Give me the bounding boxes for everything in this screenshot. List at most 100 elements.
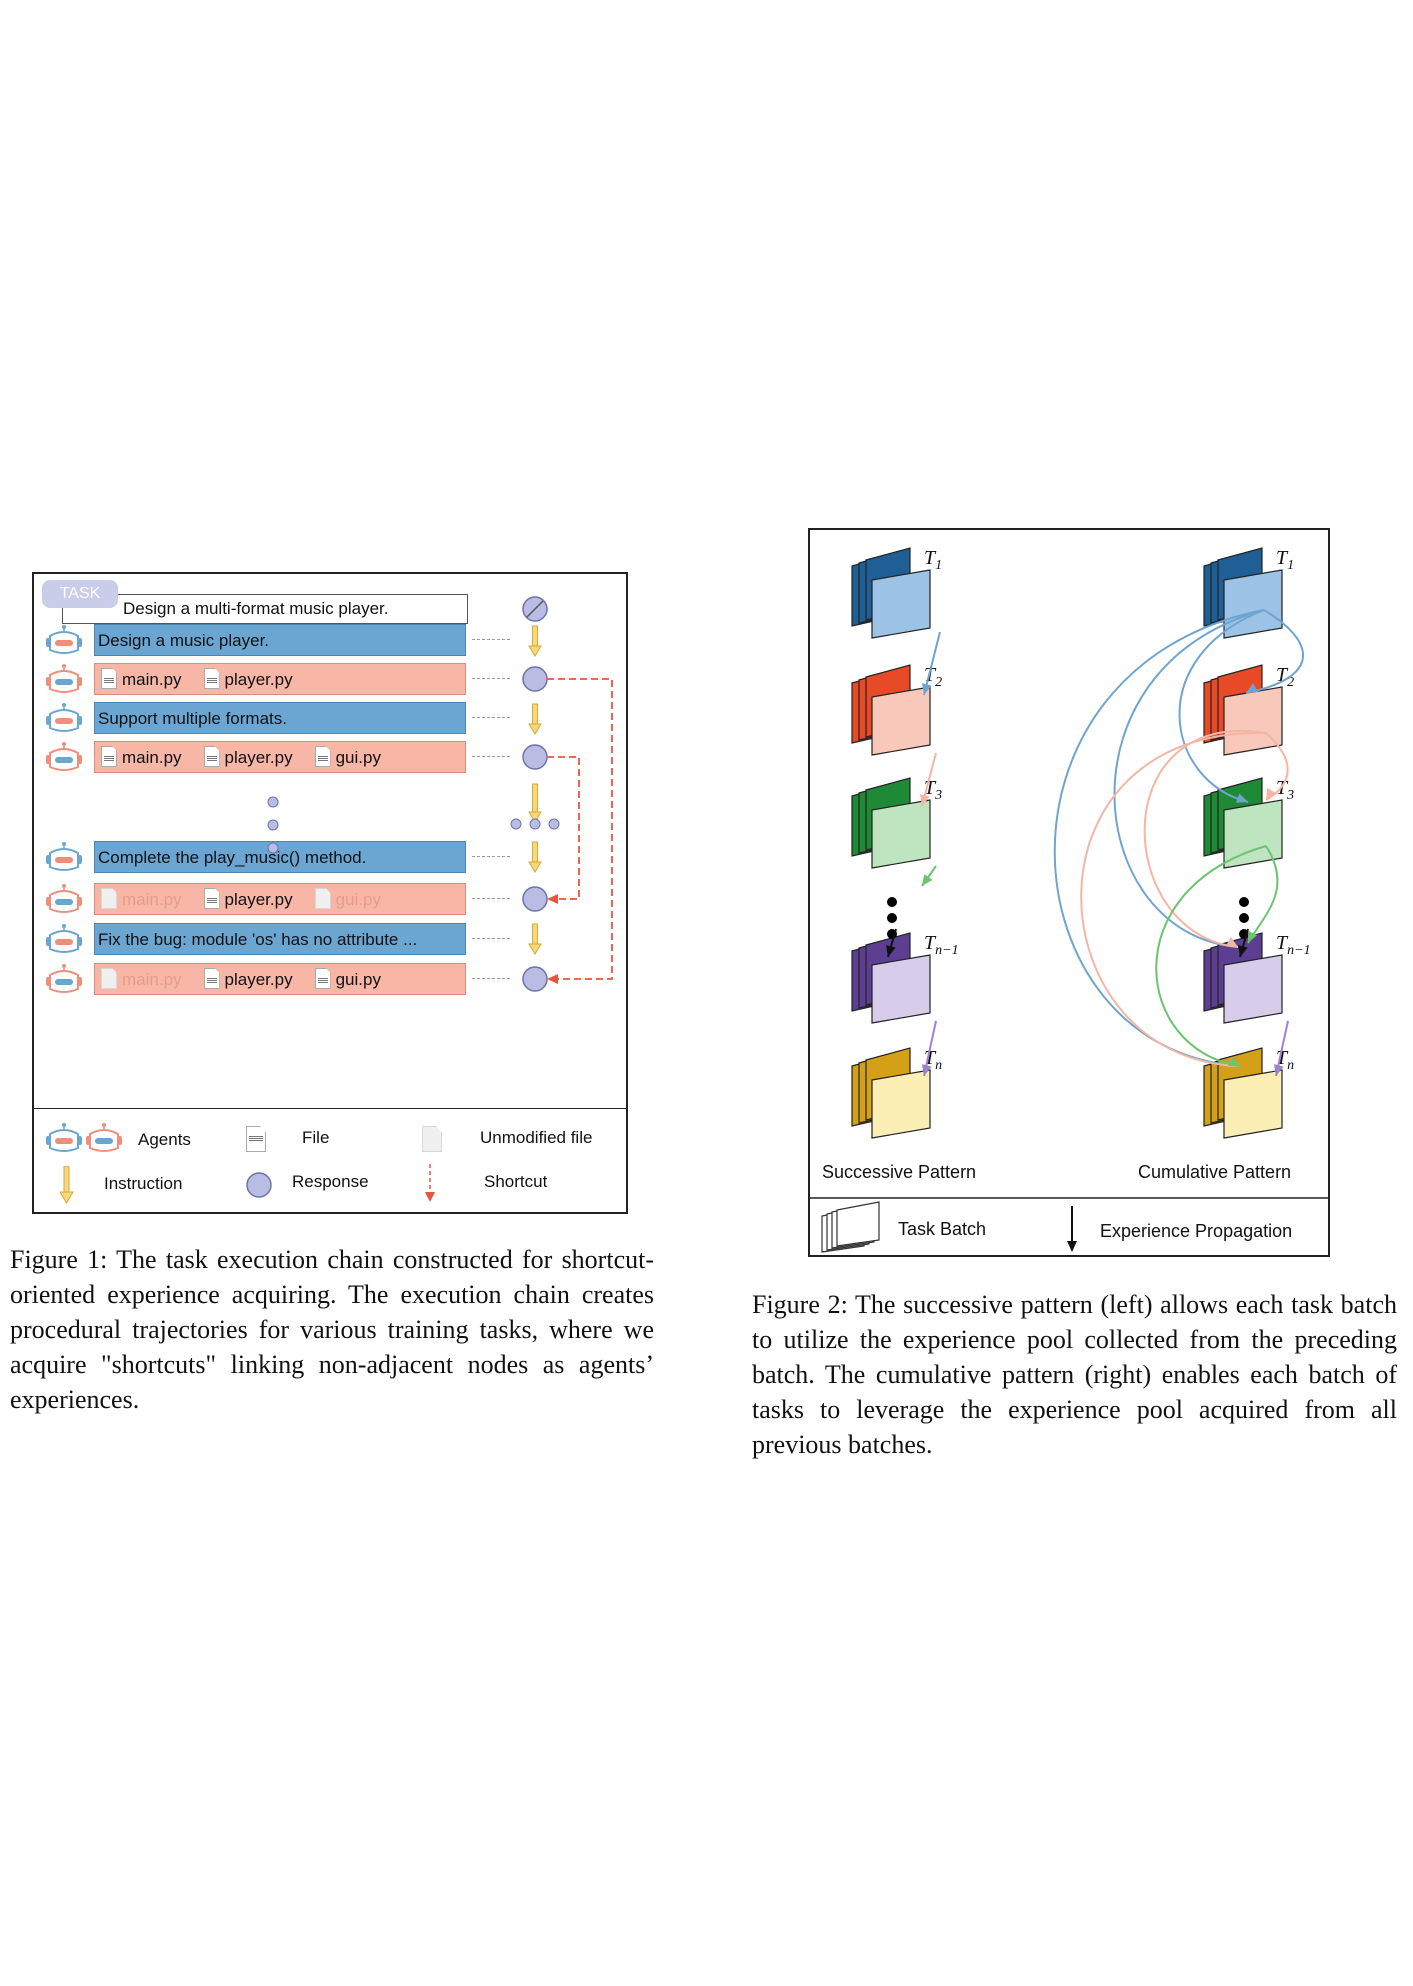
file-legend-icon [246,1126,266,1152]
propagation-arrowhead [920,794,930,806]
response-row: main.py player.py gui.py [94,883,466,915]
file-icon [314,888,331,909]
task-batch-stack: Tn−1 [851,932,959,1024]
shortcut-arrow [547,756,580,900]
file-icon [203,746,220,767]
instruction-row: Design a music player. [94,624,466,656]
legend-file: File [302,1128,330,1147]
propagation-arrowhead [922,874,933,886]
legend-unmodified-file: Unmodified file [480,1128,593,1147]
response-legend-icon [246,1172,272,1198]
cumulative-arrow [1178,609,1265,803]
batch-label: Tn−1 [924,932,959,958]
task-box: Design a multi-format music player. [62,594,468,624]
modified-file: main.py [101,664,182,694]
modified-file: player.py [203,664,293,694]
instructor-agent-icon [44,624,84,656]
node-link [472,978,510,979]
response-node [522,744,548,770]
assistant-agent-icon [44,741,84,773]
file-name: main.py [122,970,182,989]
node-link [472,898,510,899]
file-name: gui.py [335,890,381,909]
response-row: main.py player.py [94,663,466,695]
file-icon [314,968,331,989]
cumulative-arrow [1113,609,1265,948]
task-batch-stack: Tn [1203,1047,1294,1139]
batch-label-subscript: n−1 [935,943,958,958]
instruction-arrow [528,703,542,735]
task-batch-stack: T1 [851,547,942,639]
batch-label-subscript: n−1 [1287,943,1310,958]
cumulative-arrow [1080,731,1267,1067]
propagation-arrowhead [1266,787,1276,800]
propagation-arrowhead [1238,945,1248,957]
unmodified-file: main.py [101,884,182,914]
figure-2-caption: Figure 2: The successive pattern (left) … [752,1290,1397,1459]
modified-file: main.py [101,742,182,772]
node-link [472,639,510,640]
ellipsis-dot [1239,913,1249,923]
propagation-arrowhead [886,945,896,957]
batch-label-subscript: 3 [1286,788,1294,803]
task-badge: TASK [42,580,118,608]
batch-label: T1 [924,547,942,573]
ellipsis-dot [529,818,541,830]
ellipsis-dot [510,818,522,830]
legend-divider [34,1108,626,1109]
unmodified-file: gui.py [314,884,381,914]
propagation-arrowhead [922,683,932,695]
unmodified-file: main.py [101,964,182,994]
batch-label-subscript: 2 [935,675,942,690]
file-name: gui.py [335,748,381,767]
instruction-row: Fix the bug: module 'os' has no attribut… [94,923,466,955]
cumulative-arrow [1265,732,1289,801]
instructor-agent-icon [44,702,84,734]
node-link [472,756,510,757]
response-node [522,966,548,992]
node-link [472,678,510,679]
cumulative-arrow [1143,730,1267,948]
file-icon [203,888,220,909]
file-name: gui.py [335,970,381,989]
task-batch-stack: T1 [1203,547,1294,639]
instructor-agent-icon [44,923,84,955]
task-batch-stack: T3 [851,777,942,869]
cumulative-arrow [1155,845,1267,1067]
legend-task-batch: Task Batch [898,1219,986,1239]
figure-1-caption: Figure 1: The task execution chain const… [10,1245,654,1414]
file-name: player.py [224,748,293,767]
shortcut-arrowhead [547,894,558,904]
batch-label-subscript: 1 [1287,558,1294,573]
unmodified-file-legend-icon [422,1126,442,1152]
legend-response: Response [292,1172,369,1191]
instruction-arrow [528,625,542,657]
legend-instruction: Instruction [104,1174,183,1193]
ellipsis-dot [267,842,279,854]
file-icon [203,968,220,989]
instruction-arrow [528,841,542,873]
task-batch-stack: Tn [851,1047,942,1139]
shortcut-legend-icon [425,1164,435,1202]
task-batch-stack: Tn−1 [1203,932,1311,1024]
shortcut-arrowhead [547,974,558,984]
propagation-arrowhead [1248,930,1258,943]
file-icon [314,746,331,767]
batch-label-subscript: 3 [934,788,942,803]
legend-shortcut: Shortcut [484,1172,548,1191]
batch-label-subscript: n [935,1058,942,1073]
ellipsis-dot [267,796,279,808]
file-icon [101,668,117,689]
propagation-arrowhead [1235,793,1248,803]
response-node [522,886,548,912]
modified-file: player.py [203,964,293,994]
propagation-arrowhead [1225,937,1238,947]
figure-2-experience-patterns: T1 T2 T3 Tn−1 Tn Successive Pattern T1 T2 T3 Tn−1… [808,528,1330,1257]
node-link [472,938,510,939]
legend-agents: Agents [138,1130,191,1149]
assistant-agent-icon [44,663,84,695]
assistant-agent-icon [44,883,84,915]
pattern-title: Cumulative Pattern [1138,1162,1291,1182]
instruction-legend-icon [60,1166,74,1204]
